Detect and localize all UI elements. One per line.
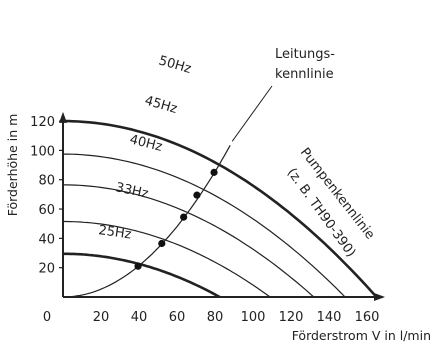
intersection-point [180, 213, 188, 221]
x-tick-label: 0 [43, 310, 51, 325]
curves [63, 85, 378, 299]
y-tick-label: 80 [38, 174, 55, 189]
intersection-point [193, 191, 201, 199]
system-curve-label-line2: kennlinie [275, 67, 334, 82]
y-axis-label: Förderhöhe in m [5, 114, 20, 217]
x-tick-label: 20 [93, 310, 110, 325]
pump-curve-40hz [63, 184, 315, 298]
intersection-point [210, 168, 218, 176]
system-curve-label-leader [231, 85, 273, 142]
series-label-45hz: 45Hz [143, 93, 179, 117]
intersection-point [158, 239, 166, 248]
series-label-25hz: 25Hz [97, 223, 132, 242]
x-axis-label: Förderstrom V in l/min [292, 328, 431, 343]
x-tick-label: 120 [279, 310, 304, 325]
x-tick-label: 100 [241, 310, 266, 325]
axes [59, 111, 385, 301]
y-tick-label: 20 [38, 262, 55, 277]
x-tick-label: 160 [355, 310, 380, 325]
pump-curve-50hz [63, 119, 378, 298]
x-tick-label: 40 [131, 310, 148, 325]
x-tick-label: 80 [207, 310, 224, 325]
series-label-40hz: 40Hz [128, 132, 164, 155]
system-curve-label-line1: Leitungs- [275, 47, 335, 62]
x-axis-arrow [374, 293, 385, 301]
intersection-points [134, 168, 218, 270]
system-curve [63, 145, 231, 298]
x-tick-label: 140 [317, 310, 342, 325]
series-label-50hz: 50Hz [157, 53, 193, 77]
x-tick-label: 60 [169, 310, 186, 325]
y-tick-label: 40 [38, 232, 55, 247]
intersection-point [134, 262, 142, 270]
pump-curve-25hz [63, 252, 221, 299]
y-tick-label: 60 [38, 203, 55, 218]
y-tick-label: 100 [30, 144, 55, 159]
y-tick-label: 120 [30, 115, 55, 130]
ticks: 0 20 40 60 80 100 120 140 160 20 40 60 80 100 120 [30, 115, 379, 325]
pump-curve-33hz [63, 220, 271, 298]
series-label-33hz: 33Hz [114, 180, 150, 202]
